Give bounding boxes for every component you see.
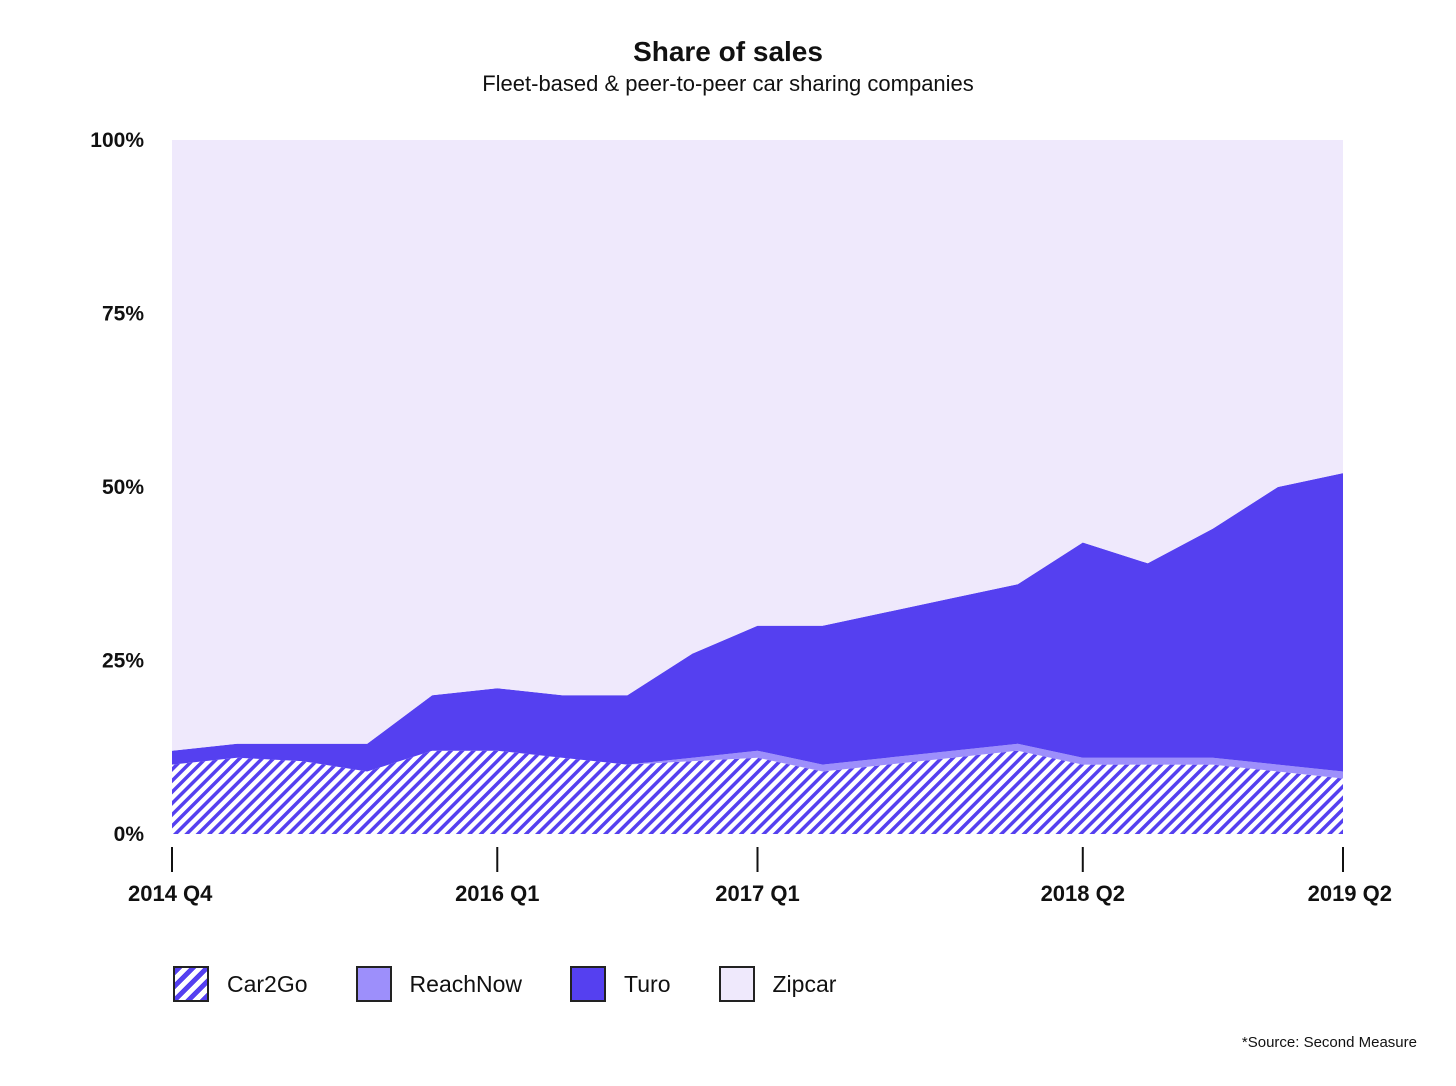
- chart-title: Share of sales: [633, 36, 823, 67]
- legend-item-turo: Turo: [570, 966, 671, 1002]
- area-car2go: [172, 750, 1343, 834]
- legend-item-zipcar: Zipcar: [718, 966, 837, 1002]
- area-layers: [172, 140, 1343, 834]
- legend-swatch: [718, 966, 755, 1002]
- legend: Car2Go ReachNow Turo Zipcar: [173, 966, 884, 1002]
- area-turo: [172, 473, 1343, 772]
- y-tick-label: 50%: [102, 476, 144, 499]
- legend-label: ReachNow: [409, 970, 523, 997]
- y-tick-label: 25%: [102, 650, 144, 673]
- y-axis: 0% 25% 50% 75% 100%: [90, 129, 144, 846]
- chart-subtitle: Fleet-based & peer-to-peer car sharing c…: [482, 71, 974, 96]
- x-tick-label: 2017 Q1: [715, 881, 799, 906]
- x-tick-label: 2014 Q4: [128, 881, 213, 906]
- x-tick-label: 2016 Q1: [455, 881, 539, 906]
- y-tick-label: 0%: [114, 823, 145, 846]
- x-tick-label: 2019 Q2: [1308, 881, 1392, 906]
- legend-swatch: [355, 966, 392, 1002]
- legend-label: Turo: [624, 970, 671, 997]
- legend-label: Zipcar: [772, 970, 837, 997]
- legend-swatch: [173, 966, 209, 1002]
- source-note: *Source: Second Measure: [1241, 1034, 1417, 1051]
- y-tick-label: 100%: [90, 129, 144, 152]
- legend-item-reachnow: ReachNow: [355, 966, 523, 1002]
- y-tick-label: 75%: [102, 303, 144, 326]
- x-tick-label: 2018 Q2: [1041, 881, 1125, 906]
- legend-swatch: [570, 966, 607, 1002]
- area-reachnow: [172, 743, 1343, 779]
- legend-label: Car2Go: [227, 970, 308, 997]
- legend-item-car2go: Car2Go: [173, 966, 308, 1002]
- area-zipcar: [172, 140, 1343, 751]
- x-axis: 2014 Q4 2016 Q1 2017 Q1 2018 Q2 2019 Q2: [128, 847, 1392, 906]
